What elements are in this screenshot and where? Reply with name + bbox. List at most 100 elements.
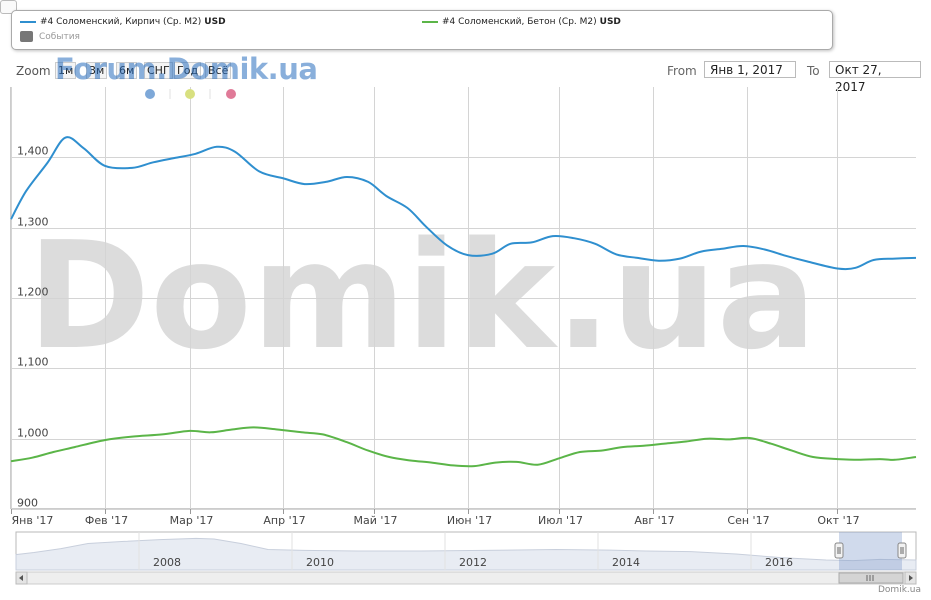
legend-label-concrete: #4 Соломенский, Бетон (Ср. М2) [442, 17, 597, 27]
legend-label-events: События [39, 31, 80, 42]
credit-link[interactable]: Domik.ua [878, 585, 921, 595]
navigator-tick-label: 2012 [459, 556, 487, 569]
x-tick-label: Окт '17 [817, 514, 859, 527]
data-point [837, 459, 838, 460]
data-point [368, 450, 369, 451]
data-point [879, 459, 880, 460]
data-point [616, 254, 617, 255]
legend-line-concrete [422, 21, 438, 23]
navigator-tick-label: 2014 [612, 556, 640, 569]
scroll-left-icon [19, 575, 23, 581]
data-point [894, 459, 895, 460]
data-point [858, 459, 859, 460]
data-point [153, 162, 154, 163]
data-point [368, 181, 369, 182]
data-point [216, 146, 217, 147]
data-point [174, 157, 175, 158]
data-point [210, 432, 211, 433]
scrollbar-track [15, 571, 917, 585]
zoom-button-all[interactable]: Всё [205, 62, 232, 79]
to-label: To [807, 64, 820, 78]
data-point [915, 257, 916, 258]
zoom-button-1m[interactable]: 1м [55, 62, 77, 79]
data-point [74, 447, 75, 448]
watermark-header: Forum.Domik.ua [55, 52, 318, 86]
data-point [162, 434, 163, 435]
zoom-button-ytd[interactable]: СНГ [144, 62, 173, 79]
data-point [873, 259, 874, 260]
legend-item-brick[interactable]: #4 Соломенский, Кирпич (Ср. М2) USD [20, 17, 226, 27]
data-point [259, 171, 260, 172]
data-point [785, 255, 786, 256]
data-point [573, 238, 574, 239]
data-point [579, 451, 580, 452]
data-point [764, 249, 765, 250]
data-point [325, 181, 326, 182]
data-point [837, 268, 838, 269]
data-point [749, 437, 750, 438]
data-point [637, 257, 638, 258]
data-point [510, 243, 511, 244]
legend-unit-brick: USD [204, 17, 226, 27]
data-point [83, 148, 84, 149]
data-point [53, 451, 54, 452]
data-point [722, 248, 723, 249]
data-point [467, 255, 468, 256]
data-point [231, 429, 232, 430]
from-date-input[interactable]: Янв 1, 2017 [704, 61, 796, 78]
data-point [65, 137, 66, 138]
to-date-input[interactable]: Окт 27, 2017 [829, 61, 921, 94]
x-tick-label: Авг '17 [634, 514, 674, 527]
event-flag-dot [185, 89, 195, 99]
data-point [658, 260, 659, 261]
zoom-button-3m[interactable]: 3м [86, 62, 108, 79]
data-point [622, 447, 623, 448]
data-point [47, 162, 48, 163]
x-tick-label: Фев '17 [85, 514, 128, 527]
data-point [552, 236, 553, 237]
data-point [132, 167, 133, 168]
navigator-frame [15, 531, 917, 571]
data-point [707, 438, 708, 439]
data-point [537, 464, 538, 465]
legend-item-events[interactable]: События [20, 31, 80, 42]
data-point [346, 442, 347, 443]
data-point [26, 191, 27, 192]
data-point [915, 456, 916, 457]
zoom-button-1y[interactable]: Год [174, 62, 202, 79]
navigator-tick-label: 2010 [306, 556, 334, 569]
navigator-handle-right [897, 542, 907, 559]
events-swatch-icon [20, 31, 33, 42]
data-point [132, 436, 133, 437]
legend-line-brick [20, 21, 36, 23]
data-point [389, 456, 390, 457]
data-point [304, 184, 305, 185]
y-tick-label: 1,300 [17, 216, 49, 229]
data-point [743, 245, 744, 246]
data-point [277, 429, 278, 430]
y-tick-label: 1,000 [17, 427, 49, 440]
scrollbar-right-button [904, 571, 917, 585]
data-point [425, 226, 426, 227]
data-point [601, 450, 602, 451]
data-point [322, 434, 323, 435]
series-line-brick [10, 136, 917, 271]
data-point [894, 258, 895, 259]
data-point [770, 443, 771, 444]
x-tick-label: Июн '17 [447, 514, 492, 527]
y-tick-label: 1,100 [17, 356, 49, 369]
data-point [679, 258, 680, 259]
x-tick-label: Янв '17 [12, 514, 54, 527]
data-point [855, 267, 856, 268]
x-tick-label: Май '17 [354, 514, 398, 527]
data-point [189, 430, 190, 431]
zoom-button-6m[interactable]: 6м [116, 62, 138, 79]
data-point [253, 427, 254, 428]
data-point [452, 465, 453, 466]
data-point [195, 153, 196, 154]
x-tick-label: Июл '17 [538, 514, 583, 527]
data-point [558, 458, 559, 459]
legend-item-concrete[interactable]: #4 Соломенский, Бетон (Ср. М2) USD [422, 17, 621, 27]
